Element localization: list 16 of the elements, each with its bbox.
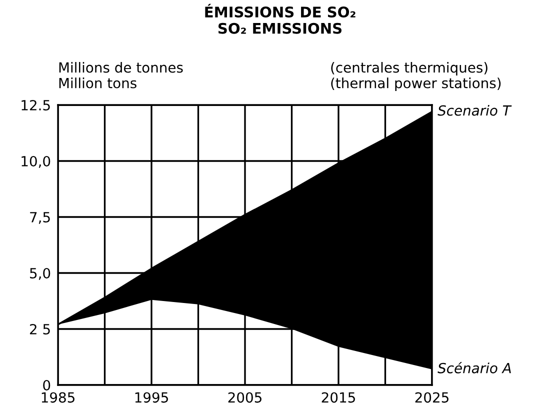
y-tick-label: 0 — [43, 380, 50, 390]
x-tick-label: 1995 — [135, 392, 168, 403]
y-tick-label: 5,0 — [30, 268, 50, 280]
y-tick-label: 2 5 — [30, 324, 50, 334]
x-tick-label: 2015 — [322, 392, 355, 403]
chart-subtitle: (centrales thermiques) (thermal power stations) — [331, 62, 501, 91]
chart-title: ÉMISSIONS DE SO₂ SO₂ EMISSIONS — [205, 4, 356, 34]
annotation: Scénario A — [438, 362, 511, 374]
y-tick-label: 10,0 — [22, 156, 50, 168]
x-tick-label: 2005 — [228, 392, 262, 403]
y-axis-title: Millions de tonnes Million tons — [59, 62, 183, 88]
x-tick-label: 1985 — [42, 392, 74, 403]
y-tick-label: 7,5 — [30, 212, 50, 224]
annotation: Scenario T — [438, 105, 512, 116]
y-tick-label: 12.5 — [22, 100, 50, 110]
x-tick-label: 2025 — [415, 392, 448, 403]
